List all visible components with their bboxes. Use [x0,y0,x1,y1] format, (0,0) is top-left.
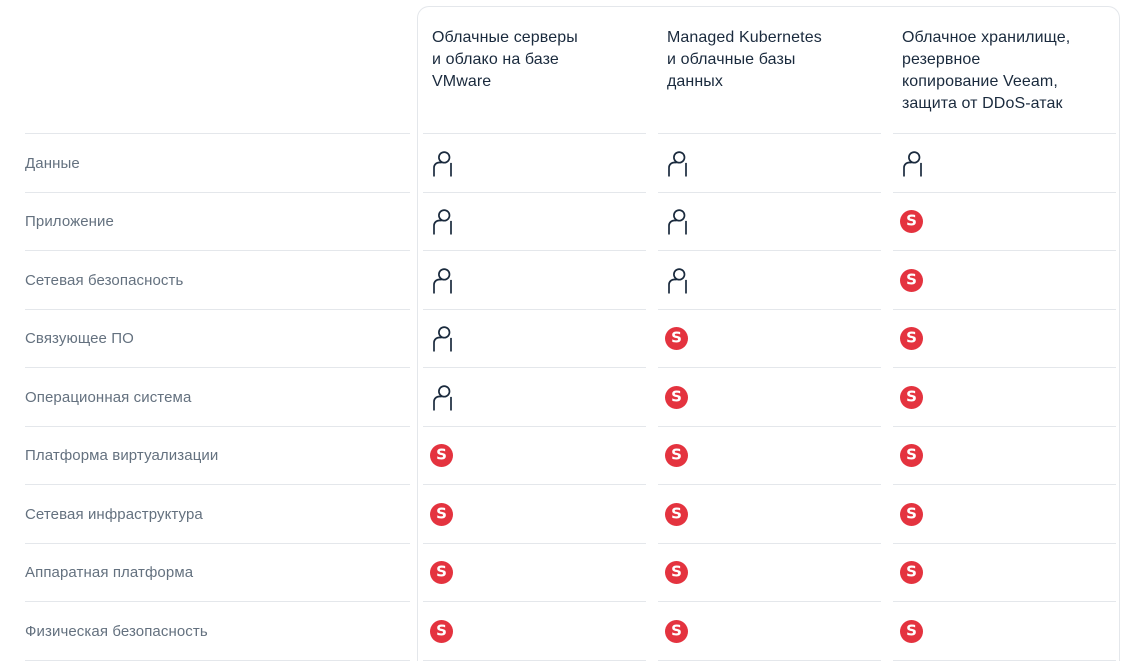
user-icon [430,267,455,294]
selectel-logo-icon: S [900,444,923,468]
selectel-logo-icon: S [665,619,688,643]
selectel-logo-icon: S [900,561,923,585]
column-header: Облачные серверы и облако на базе VMware [417,6,652,134]
selectel-s-letter: S [436,445,447,464]
selectel-s-letter: S [906,445,917,464]
row-label: Платформа виртуализации [25,427,417,486]
responsibility-cell [417,251,652,310]
row-label: Операционная система [25,368,417,427]
column-header: Облачное хранилище, резервное копировани… [887,6,1120,134]
selectel-s-letter: S [906,562,917,581]
responsibility-matrix: Облачные серверы и облако на базе VMware… [25,6,1120,661]
selectel-s-letter: S [906,211,917,230]
selectel-logo-icon: S [900,502,923,526]
selectel-logo-icon: S [900,210,923,234]
selectel-logo-icon: S [430,561,453,585]
responsibility-cell: S [417,544,652,603]
selectel-s-letter: S [671,387,682,406]
responsibility-cell [652,134,887,193]
row-label: Физическая безопасность [25,602,417,661]
selectel-logo-icon: S [430,502,453,526]
responsibility-cell: S [652,602,887,661]
selectel-s-letter: S [671,621,682,640]
responsibility-cell: S [887,427,1120,486]
row-label: Связующее ПО [25,310,417,369]
user-icon [430,384,455,411]
responsibility-cell: S [887,485,1120,544]
user-icon [900,150,925,177]
row-label: Приложение [25,193,417,252]
user-icon [430,325,455,352]
corner-cell [25,6,417,134]
responsibility-cell: S [417,602,652,661]
selectel-s-letter: S [906,328,917,347]
table-row: Связующее ПО S S [25,310,1120,369]
responsibility-cell: S [887,251,1120,310]
responsibility-cell: S [887,544,1120,603]
table-header-row: Облачные серверы и облако на базе VMware… [25,6,1120,134]
responsibility-cell [652,251,887,310]
selectel-logo-icon: S [900,327,923,351]
responsibility-cell: S [887,368,1120,427]
user-icon [430,150,455,177]
responsibility-cell: S [652,368,887,427]
selectel-s-letter: S [906,387,917,406]
table-row: Физическая безопасность S S S [25,602,1120,661]
user-icon [665,267,690,294]
responsibility-cell: S [417,485,652,544]
column-header: Managed Kubernetes и облачные базы данны… [652,6,887,134]
responsibility-cell [652,193,887,252]
selectel-s-letter: S [671,504,682,523]
responsibility-cell: S [887,602,1120,661]
table-row: Данные [25,134,1120,193]
selectel-logo-icon: S [900,268,923,292]
table-row: Платформа виртуализации S S S [25,427,1120,486]
table-body: Данные Приложение [25,134,1120,661]
responsibility-cell [887,134,1120,193]
responsibility-cell: S [652,485,887,544]
responsibility-cell: S [417,427,652,486]
responsibility-cell: S [887,310,1120,369]
table-row: Приложение S [25,193,1120,252]
table-row: Аппаратная платформа S S S [25,544,1120,603]
table-row: Сетевая инфраструктура S S S [25,485,1120,544]
selectel-logo-icon: S [430,444,453,468]
selectel-s-letter: S [906,621,917,640]
selectel-logo-icon: S [665,385,688,409]
responsibility-cell: S [887,193,1120,252]
selectel-logo-icon: S [665,444,688,468]
row-label: Сетевая безопасность [25,251,417,310]
selectel-logo-icon: S [665,561,688,585]
responsibility-cell: S [652,427,887,486]
user-icon [665,150,690,177]
responsibility-cell: S [652,310,887,369]
selectel-s-letter: S [906,504,917,523]
selectel-s-letter: S [436,562,447,581]
responsibility-cell [417,193,652,252]
responsibility-cell [417,368,652,427]
user-icon [430,208,455,235]
table-row: Сетевая безопасность S [25,251,1120,310]
selectel-s-letter: S [671,562,682,581]
selectel-s-letter: S [906,270,917,289]
row-label: Данные [25,134,417,193]
selectel-s-letter: S [671,328,682,347]
responsibility-cell: S [652,544,887,603]
selectel-logo-icon: S [900,619,923,643]
selectel-s-letter: S [436,504,447,523]
responsibility-cell [417,310,652,369]
row-label: Аппаратная платформа [25,544,417,603]
selectel-logo-icon: S [665,502,688,526]
user-icon [665,208,690,235]
selectel-logo-icon: S [430,619,453,643]
responsibility-cell [417,134,652,193]
selectel-s-letter: S [671,445,682,464]
table-row: Операционная система S S [25,368,1120,427]
selectel-s-letter: S [436,621,447,640]
row-label: Сетевая инфраструктура [25,485,417,544]
selectel-logo-icon: S [665,327,688,351]
selectel-logo-icon: S [900,385,923,409]
